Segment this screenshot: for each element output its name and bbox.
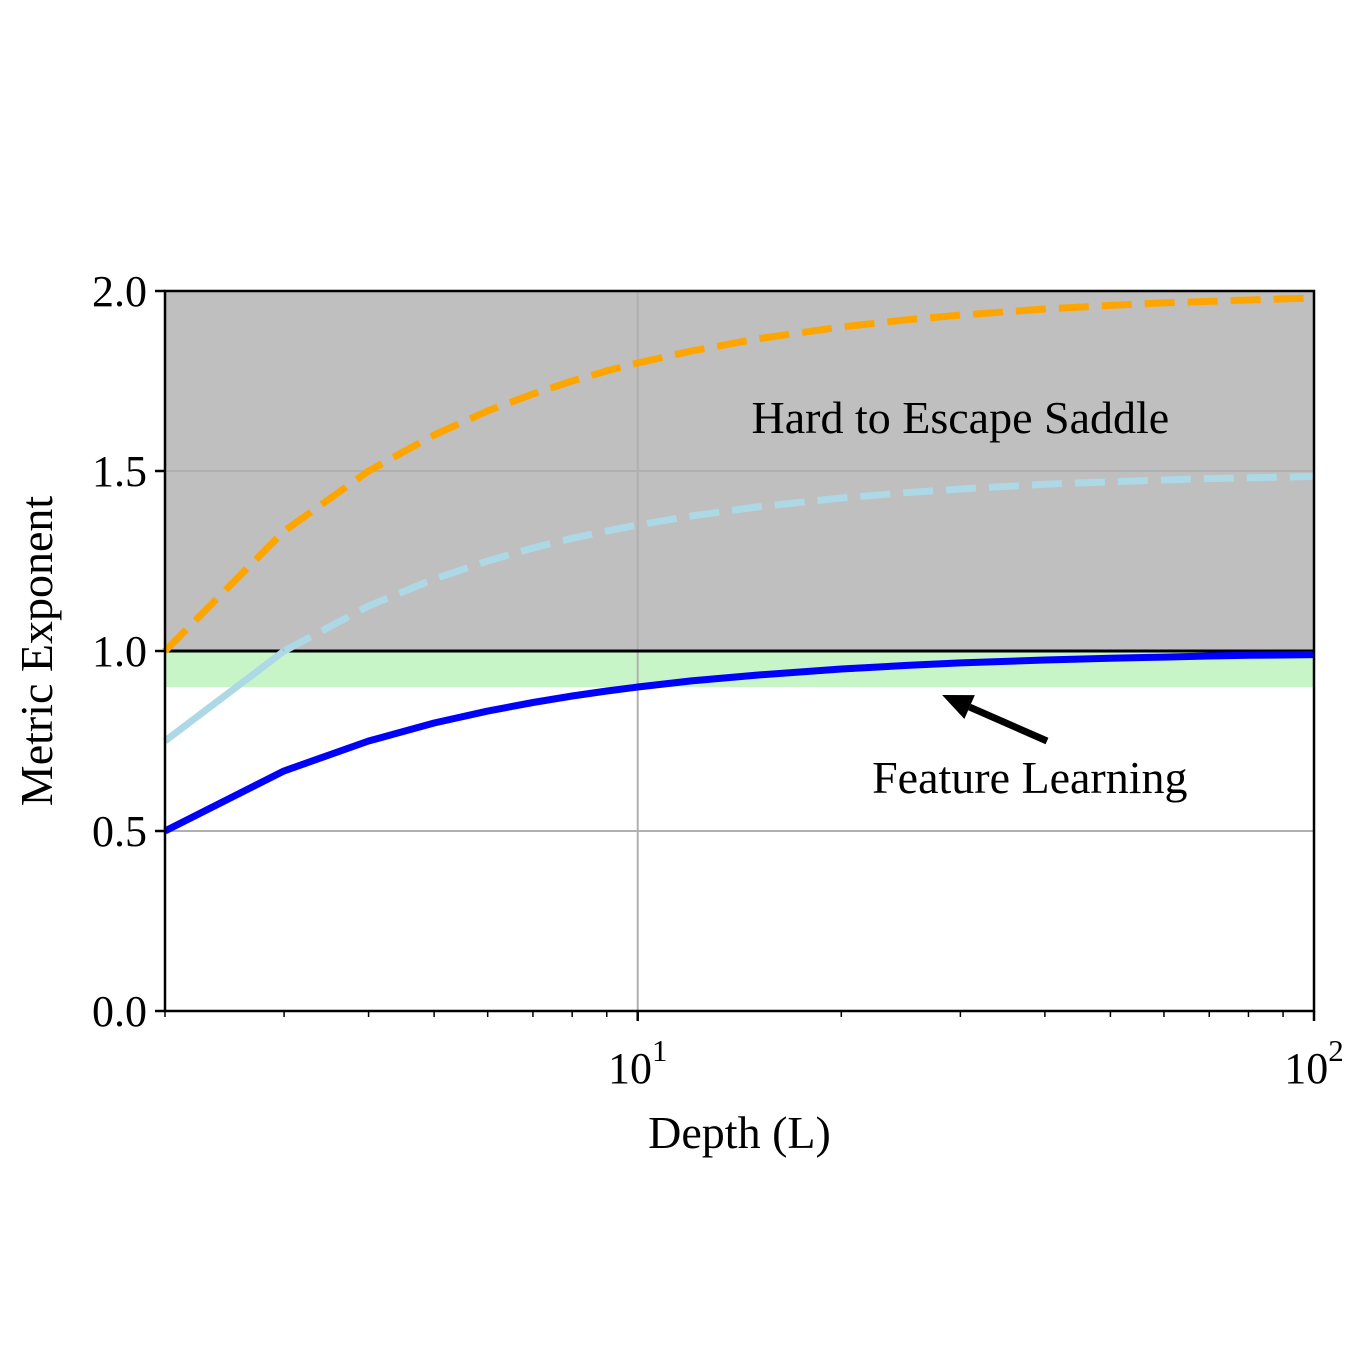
saddle-annotation: Hard to Escape Saddle bbox=[752, 392, 1170, 443]
axis-ticks: 0.0 0.5 1.0 1.5 2.0 101 102 bbox=[92, 267, 1344, 1093]
y-tick-label: 1.5 bbox=[92, 447, 147, 496]
series-1-solid-part bbox=[162, 648, 287, 744]
feature-learning-annotation: Feature Learning bbox=[872, 752, 1187, 803]
y-tick-label: 1.0 bbox=[92, 627, 147, 676]
annotation-arrow-head bbox=[942, 695, 975, 719]
y-tick-label: 0.5 bbox=[92, 807, 147, 856]
series-1-dashed-part bbox=[282, 472, 1315, 655]
x-tick-label: 102 bbox=[1284, 1033, 1344, 1093]
annotations: Hard to Escape Saddle Feature Learning bbox=[752, 392, 1188, 803]
series-lines bbox=[162, 294, 1315, 835]
x-axis-label: Depth (L) bbox=[648, 1107, 831, 1158]
x-tick-label: 101 bbox=[608, 1033, 668, 1093]
y-tick-label: 2.0 bbox=[92, 267, 147, 316]
y-tick-label: 0.0 bbox=[92, 987, 147, 1036]
annotation-arrow-shaft bbox=[968, 703, 1049, 745]
y-axis-label: Metric Exponent bbox=[11, 496, 62, 807]
series-2-line bbox=[163, 651, 1315, 835]
series-0-line bbox=[162, 294, 1315, 654]
